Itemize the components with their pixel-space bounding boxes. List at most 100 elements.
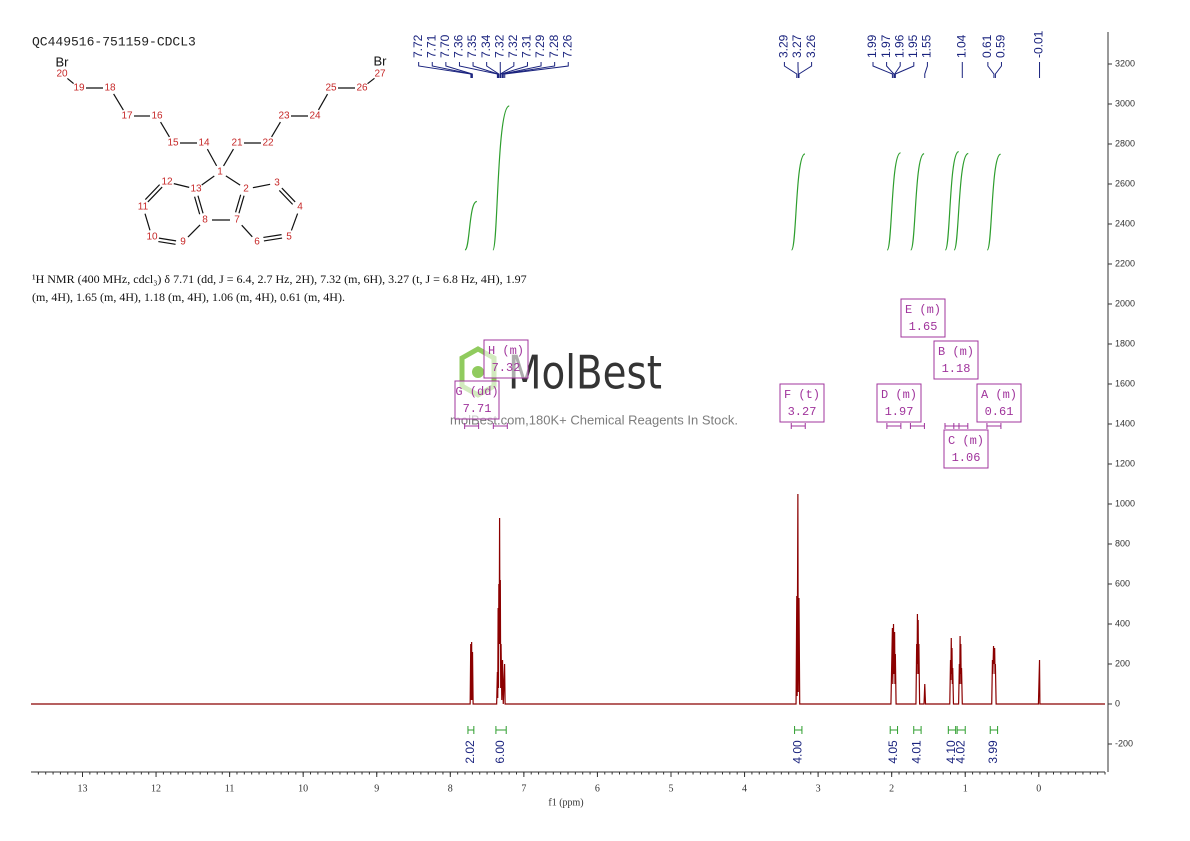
peak-label: 1.99 [865,34,879,58]
x-tick-label: 1 [963,783,968,794]
multiplet-box [454,380,500,420]
y-tick-label: 1800 [1115,338,1135,348]
multiplet-bracket [464,423,480,429]
multiplet-label: D (m) [881,388,917,402]
peak-label: 1.04 [954,34,968,58]
x-tick-label: 4 [742,783,747,794]
y-tick-label: 2000 [1115,298,1135,308]
atom-label: 23 [278,111,290,122]
peak-connector [418,62,472,78]
peak-label: 3.29 [777,34,791,58]
integral-curve [492,105,510,251]
bond [147,186,163,203]
multiplet-bracket [886,423,902,429]
multiplet-bracket [909,423,925,429]
peak-label: 1.95 [906,34,920,58]
peak-connector [431,62,473,78]
x-tick-label: 8 [448,783,453,794]
peak-connector [472,62,499,78]
y-tick-label: 2800 [1115,138,1135,148]
integral-label: 3.99 [986,740,1000,764]
peak-label: 7.32 [492,34,506,58]
bond [223,148,234,167]
peak-connector [502,62,542,78]
title: QC449516-751159-CDCL3 [32,34,196,49]
bond [271,121,281,138]
atom-label: 20 [56,69,68,80]
atom-label: 1 [217,167,223,178]
bond [113,93,124,111]
atom-label: 5 [286,232,292,243]
multiplet-shift: 1.18 [942,362,971,376]
peak-connector [458,62,498,78]
integral-bracket [495,726,507,734]
peak-label: 7.34 [479,34,493,58]
peak-connector [500,62,528,78]
atom-label: 4 [297,202,303,213]
bond [206,148,218,167]
multiplet-label: F (t) [784,388,820,402]
integral-curve [910,153,925,251]
x-tick-label: 11 [225,783,235,794]
atom-label: 21 [231,138,243,149]
multiplet-box [876,383,922,423]
multiplet-box [976,383,1022,423]
integral-bracket [889,726,899,734]
atom-label: 22 [262,138,274,149]
atom-label: 15 [167,138,179,149]
bond [160,121,170,138]
peak-connector [499,62,515,78]
integral-label: 6.00 [493,740,507,764]
tagline: molBest.com,180K+ Chemical Reagents In S… [450,412,738,427]
atom-label: 6 [254,237,260,248]
multiplet-box [483,339,529,379]
y-tick-label: 1000 [1115,498,1135,508]
integral-label: 4.02 [953,740,967,764]
multiplet-box [900,298,946,338]
bond-double [278,190,294,205]
peak-label: 0.59 [994,34,1008,58]
peak-label: 7.71 [424,34,438,58]
y-tick-label: 1400 [1115,418,1135,428]
peak-connector [924,62,928,78]
multiplet-shift: 7.32 [492,361,521,375]
y-tick-label: 800 [1115,538,1130,548]
integral-curve [790,153,806,251]
bond [144,213,151,231]
atom-label: Br [374,53,388,68]
atom-label: 24 [309,111,321,122]
peak-label: 7.35 [465,34,479,58]
atom-label: 13 [190,184,202,195]
peak-label: 7.72 [411,34,425,58]
bond [187,224,201,238]
peak-label: 3.27 [790,34,804,58]
integral-curve [944,151,960,251]
multiplet-label: E (m) [905,303,941,317]
multiplet-shift: 3.27 [788,405,817,419]
multiplet-label: A (m) [981,388,1017,402]
x-tick-label: 2 [889,783,894,794]
multiplet-bracket [986,423,1002,429]
atom-label: Br [56,54,70,69]
peak-label: 3.26 [804,34,818,58]
bond [238,195,245,214]
bond-double [235,194,242,213]
peak-label: 7.28 [547,34,561,58]
bond [263,237,283,242]
bond [197,195,204,214]
peak-connector [994,62,1002,78]
y-tick-label: 0 [1115,698,1120,708]
peak-label: 1.96 [892,34,906,58]
integral-label: 4.10 [944,740,958,764]
integral-bracket [956,726,966,734]
peak-label: 1.55 [920,34,934,58]
bond [67,77,74,85]
y-tick-label: 200 [1115,658,1130,668]
integral-bracket [913,726,922,734]
atom-label: 10 [146,232,158,243]
x-tick-label: 6 [595,783,600,794]
x-tick-label: 3 [816,783,821,794]
peak-label: 7.70 [438,34,452,58]
peak-label: 7.36 [452,34,466,58]
integral-curve [953,152,969,251]
